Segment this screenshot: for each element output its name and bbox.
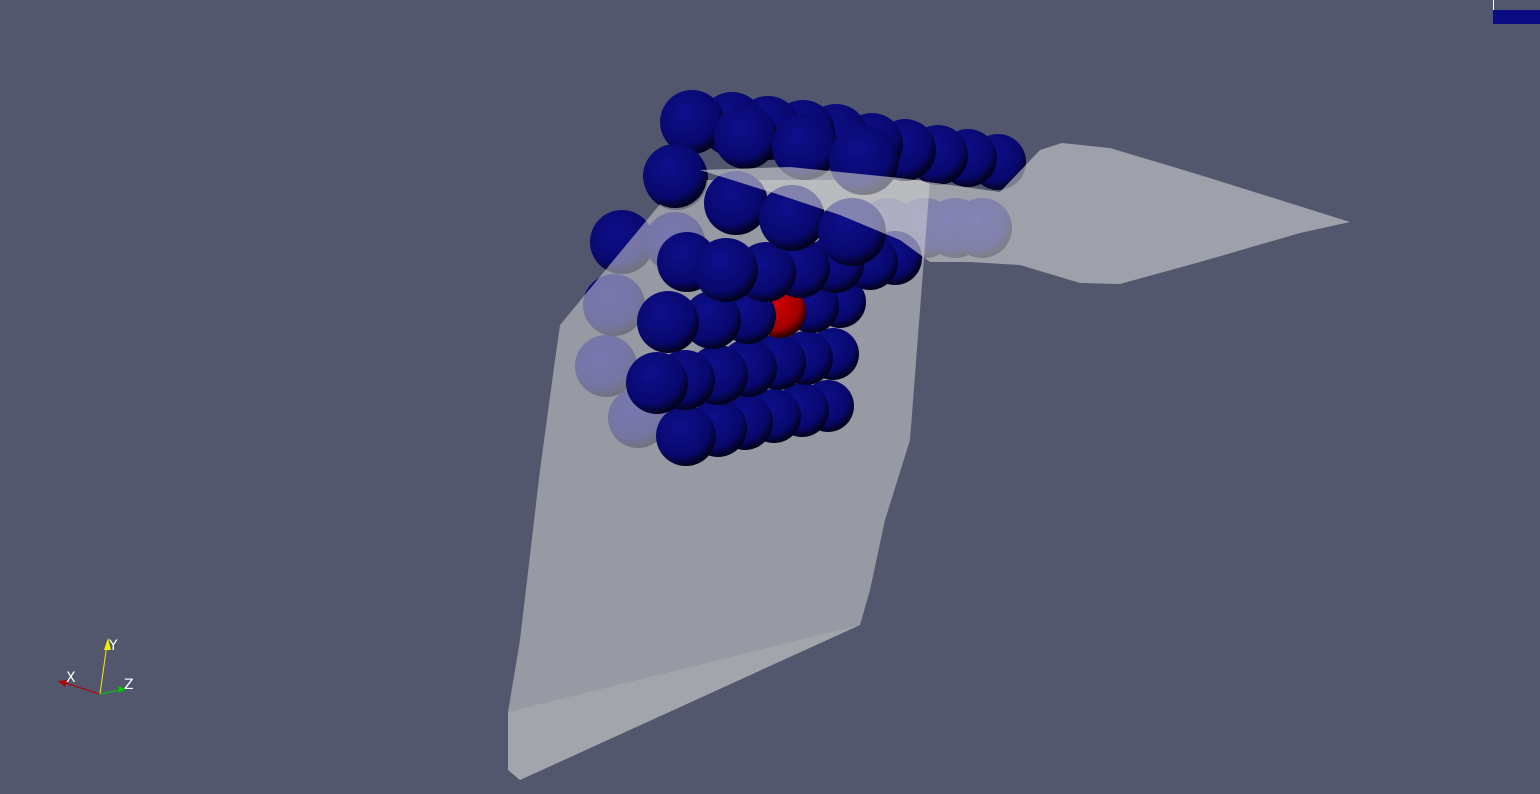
z-axis-line [99, 689, 122, 695]
x-axis-arrowhead [58, 680, 67, 687]
particle [626, 352, 688, 414]
particle [694, 238, 758, 302]
z-axis-arrowhead [118, 686, 126, 693]
color-legend [1493, 0, 1540, 24]
particle [714, 105, 778, 169]
legend-tick-mark [1493, 0, 1494, 10]
particle-cluster-front [626, 171, 922, 466]
y-axis-arrowhead [104, 638, 111, 650]
z-axis-label: Z [124, 677, 134, 693]
particle [683, 291, 741, 349]
y-axis-label: Y [109, 638, 118, 654]
x-axis-label: X [66, 670, 76, 686]
axes-triad-icon [58, 638, 126, 695]
particle [637, 291, 699, 353]
particle [660, 90, 724, 154]
particle-cluster-top [643, 90, 1026, 208]
x-axis-line [61, 681, 101, 695]
orientation-axes-widget: X Y Z [50, 630, 150, 710]
y-axis-line [99, 643, 108, 695]
particle [704, 171, 768, 235]
translucent-surface-top [700, 143, 1350, 284]
particle [656, 406, 716, 466]
legend-color-swatch [1493, 10, 1540, 24]
particle [643, 144, 707, 208]
translucent-surface-wall-shade [508, 625, 860, 780]
particle [772, 114, 838, 180]
